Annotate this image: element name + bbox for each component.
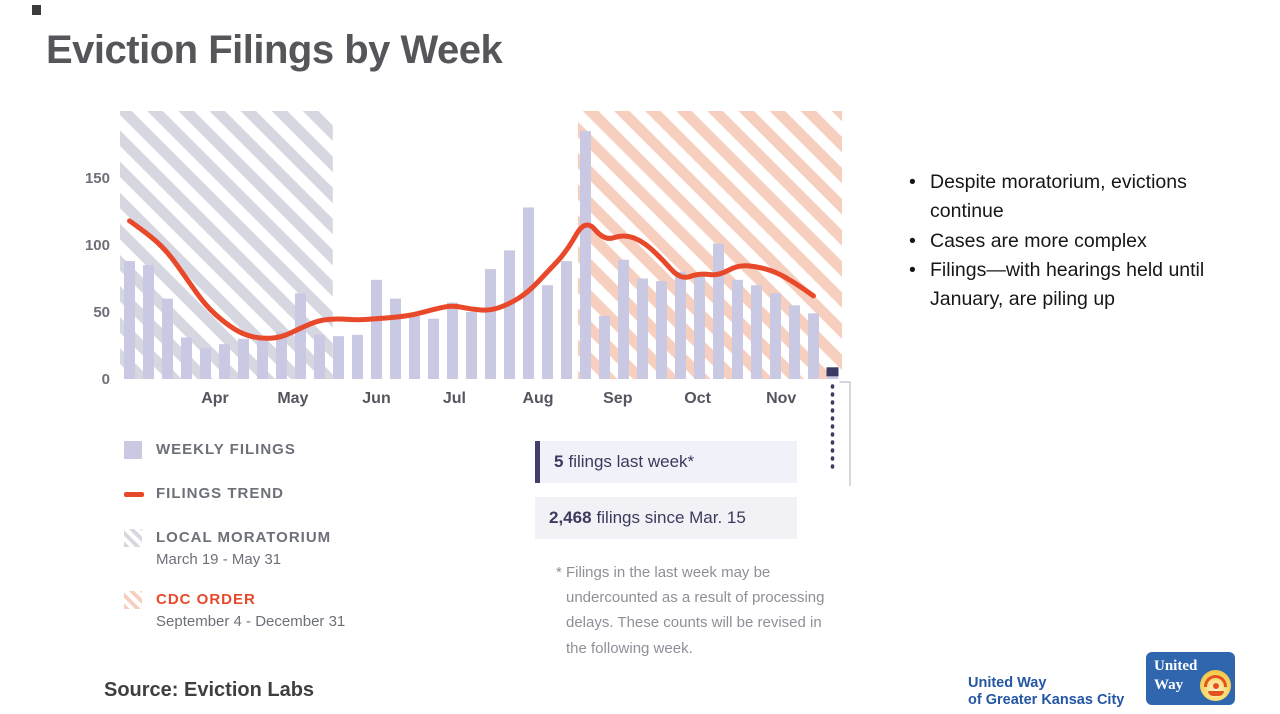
logo-text-united: United xyxy=(1154,658,1198,674)
rainbow-arc-icon xyxy=(1204,675,1227,687)
bullet-item: Cases are more complex xyxy=(906,227,1242,257)
svg-text:100: 100 xyxy=(85,237,110,254)
svg-text:Jul: Jul xyxy=(443,390,466,407)
legend-dates-local-moratorium: March 19 - May 31 xyxy=(156,551,282,568)
chart-legend: WEEKLY FILINGS FILINGS TREND LOCAL MORAT… xyxy=(124,441,345,653)
legend-item-weekly-filings: WEEKLY FILINGS xyxy=(124,441,345,459)
bullet-item: Despite moratorium, evictions continue xyxy=(906,168,1242,227)
legend-label-cdc-order: CDC ORDER xyxy=(156,591,256,608)
local-moratorium-swatch-icon xyxy=(124,529,142,547)
svg-text:May: May xyxy=(277,390,308,407)
united-way-line2: of Greater Kansas City xyxy=(968,692,1125,709)
svg-text:Nov: Nov xyxy=(766,390,796,407)
since-march-label: filings since Mar. 15 xyxy=(596,508,746,527)
svg-text:Jun: Jun xyxy=(362,390,390,407)
person-hand-icon xyxy=(1208,683,1224,696)
bullet-item: Filings—with hearings held until January… xyxy=(906,256,1242,315)
source-credit: Source: Eviction Labs xyxy=(104,679,315,701)
legend-item-local-moratorium: LOCAL MORATORIUM March 19 - May 31 xyxy=(124,529,345,568)
logo-text-way: Way xyxy=(1154,676,1184,693)
corner-mark xyxy=(32,5,41,15)
eviction-filings-chart: 0 50 100 150 Apr May Jun Jul Aug Sep Oct Nov xyxy=(85,111,851,486)
page-title: Eviction Filings by Week xyxy=(46,28,503,72)
united-way-wordmark: United Way of Greater Kansas City xyxy=(968,675,1124,709)
svg-text:Sep: Sep xyxy=(603,390,633,407)
svg-text:Aug: Aug xyxy=(522,390,553,407)
last-week-count: 5 xyxy=(554,452,564,471)
svg-text:0: 0 xyxy=(102,371,110,388)
legend-dates-cdc-order: September 4 - December 31 xyxy=(156,613,346,630)
united-way-rainbow-icon xyxy=(1200,670,1231,701)
weekly-filings-swatch-icon xyxy=(124,441,142,459)
legend-item-cdc-order: CDC ORDER September 4 - December 31 xyxy=(124,591,345,630)
legend-label-weekly-filings: WEEKLY FILINGS xyxy=(156,441,296,458)
chart-footnote: * Filings in the last week may be underc… xyxy=(556,564,825,657)
svg-text:Apr: Apr xyxy=(201,390,229,407)
svg-text:Oct: Oct xyxy=(684,390,711,407)
callout-last-week: 5 filings last week* xyxy=(535,441,797,483)
bullet-list: Despite moratorium, evictions continue C… xyxy=(906,168,1242,314)
svg-text:50: 50 xyxy=(93,304,110,321)
since-march-count: 2,468 xyxy=(549,508,592,527)
cdc-order-swatch-icon xyxy=(124,591,142,609)
last-week-label: filings last week* xyxy=(568,452,695,471)
united-way-logo: United Way xyxy=(1146,652,1235,705)
united-way-line1: United Way xyxy=(968,675,1047,691)
legend-label-filings-trend: FILINGS TREND xyxy=(156,485,284,502)
callout-since-march: 2,468 filings since Mar. 15 xyxy=(535,497,797,539)
filings-trend-swatch-icon xyxy=(124,491,144,497)
svg-text:150: 150 xyxy=(85,170,110,187)
legend-label-local-moratorium: LOCAL MORATORIUM xyxy=(156,529,332,546)
legend-item-filings-trend: FILINGS TREND xyxy=(124,485,345,503)
